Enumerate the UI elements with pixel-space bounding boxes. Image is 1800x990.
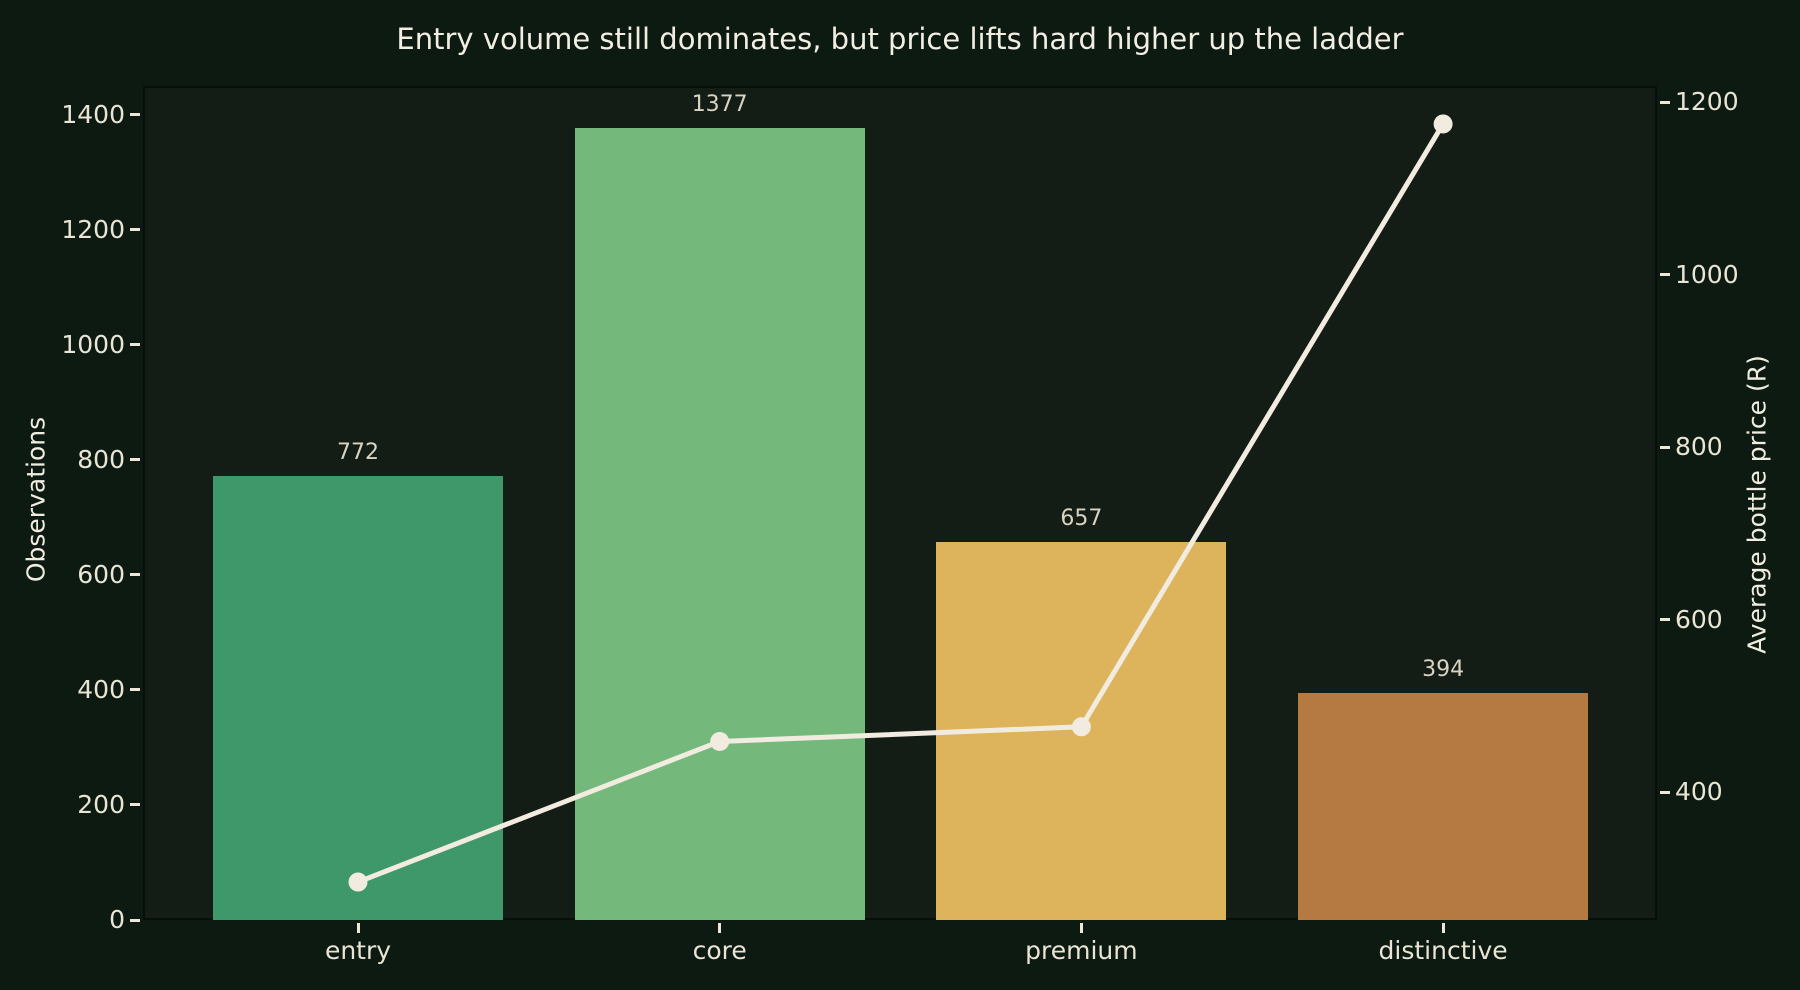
x-tick-label-entry: entry [324, 936, 392, 965]
bar-distinctive [1298, 693, 1589, 920]
x-tick-mark [1441, 923, 1445, 933]
left-tick-mark [130, 458, 140, 462]
price-line [355, 121, 1446, 885]
left-tick-mark [130, 228, 140, 232]
x-tick-label-premium: premium [1025, 936, 1138, 965]
left-tick-label: 200 [77, 789, 125, 819]
left-tick-mark [130, 113, 140, 117]
right-tick-label: 1000 [1675, 259, 1739, 289]
chart-title: Entry volume still dominates, but price … [396, 22, 1404, 56]
right-tick-mark [1660, 273, 1670, 277]
left-tick-mark [130, 688, 140, 692]
left-axis-label: Observations [21, 416, 51, 583]
right-tick-mark [1660, 790, 1670, 794]
left-tick-label: 600 [77, 559, 125, 589]
x-tick-label-core: core [692, 936, 747, 965]
bar-value-label: 394 [1422, 657, 1465, 683]
right-tick-label: 400 [1675, 777, 1723, 807]
price-line-marker [1433, 114, 1453, 134]
bar-value-label: 772 [337, 439, 379, 465]
left-tick-mark [130, 573, 140, 577]
price-line-marker [348, 872, 368, 892]
x-tick-mark [356, 923, 360, 933]
right-tick-label: 1200 [1675, 87, 1739, 117]
left-tick-mark [130, 343, 140, 347]
bar-core [574, 127, 865, 920]
left-tick-mark [130, 803, 140, 807]
bar-value-label: 657 [1060, 506, 1103, 532]
right-tick-mark [1660, 618, 1670, 622]
right-tick-mark [1660, 100, 1670, 104]
right-tick-mark [1660, 445, 1670, 449]
x-tick-mark [718, 923, 722, 933]
bar-value-label: 1377 [691, 91, 748, 117]
left-tick-label: 1400 [61, 99, 125, 129]
left-tick-label: 400 [77, 674, 125, 704]
x-tick-label-distinctive: distinctive [1378, 936, 1508, 965]
left-tick-label: 800 [77, 444, 125, 474]
left-tick-label: 1000 [61, 329, 125, 359]
price-line-layer [348, 114, 1453, 892]
right-tick-label: 800 [1675, 432, 1723, 462]
x-tick-mark [1079, 923, 1083, 933]
left-tick-label: 1200 [61, 214, 125, 244]
left-tick-mark [130, 918, 140, 922]
left-tick-label: 0 [109, 905, 125, 934]
price-line-marker [1071, 717, 1091, 737]
right-tick-label: 600 [1675, 604, 1723, 634]
price-line-marker [710, 731, 730, 751]
